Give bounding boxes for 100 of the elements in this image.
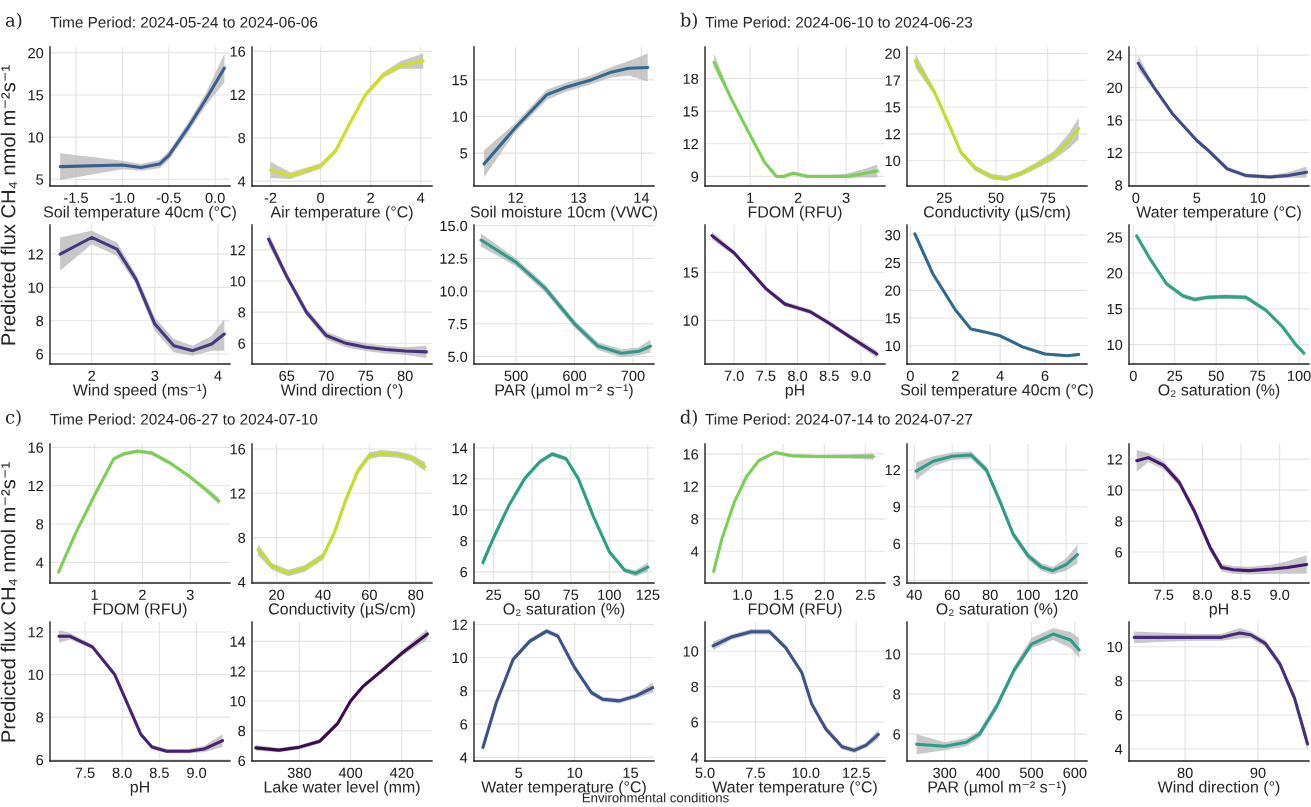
y-tick-label: 12 [28, 480, 44, 491]
y-tick-label: 10 [28, 132, 44, 143]
x-tick-label: 420 [389, 767, 414, 778]
x-tick-label: 80 [397, 370, 413, 381]
x-tick-label: 65 [279, 370, 295, 381]
y-tick-label: 6 [893, 538, 901, 550]
y-tick-label: 16 [683, 449, 699, 460]
y-tick-label: 10 [452, 652, 468, 664]
y-tick-label: 18 [683, 73, 699, 84]
x-tick-label: 2 [951, 370, 959, 381]
x-axis-title: FDOM (RFU) [748, 205, 842, 221]
y-tick-label: 14 [452, 443, 468, 454]
x-tick-label: 50 [1208, 370, 1224, 381]
x-tick-label: 8.0 [112, 767, 132, 778]
x-tick-label: 12.5 [843, 767, 870, 778]
x-tick-label: 12 [508, 192, 523, 203]
x-tick-label: 0 [906, 370, 914, 381]
x-tick-label: 8.5 [819, 370, 839, 381]
x-axis-title: pH [130, 781, 149, 796]
y-tick-label: 20 [885, 285, 901, 296]
x-tick-label: 1.0 [733, 589, 752, 600]
y-tick-label: 7.5 [448, 319, 468, 330]
y-tick-label: 6 [1115, 547, 1123, 558]
x-tick-label: 50 [524, 589, 540, 600]
y-tick-label: 8 [238, 725, 246, 737]
y-tick-label: 10 [230, 696, 246, 707]
y-tick-label: 10 [452, 504, 468, 516]
y-tick-label: 8 [36, 712, 44, 723]
x-tick-label: 5 [515, 767, 523, 778]
x-tick-label: 125 [636, 589, 660, 600]
y-tick-label: 12 [683, 138, 699, 150]
x-tick-label: 7.0 [724, 370, 744, 381]
x-axis-title: PAR (µmol m⁻² s⁻¹) [928, 780, 1066, 796]
x-tick-label: 400 [338, 767, 363, 778]
x-tick-label: 500 [1019, 767, 1044, 778]
y-tick-label: 10 [28, 669, 44, 681]
y-tick-label: 6 [1115, 710, 1123, 721]
y-tick-label: 24 [1107, 50, 1123, 61]
x-tick-label: 0 [317, 192, 325, 203]
x-tick-label: 9.0 [1270, 589, 1290, 600]
x-tick-label: 80 [982, 589, 998, 600]
x-tick-label: 700 [621, 370, 645, 381]
x-tick-label: 60 [944, 589, 960, 600]
x-tick-label: 2.0 [814, 589, 834, 600]
x-axis-title: Soil moisture 10cm (VWC) [470, 205, 658, 221]
y-tick-label: 4 [237, 577, 246, 588]
x-tick-label: 1.5 [774, 589, 793, 600]
text: b) [680, 12, 697, 30]
y-tick-label: 10.0 [440, 286, 468, 297]
y-tick-label: 6 [691, 717, 699, 728]
x-tick-label: 5 [1193, 192, 1201, 203]
text: a) [5, 12, 22, 30]
y-tick-label: 8 [238, 307, 246, 318]
x-tick-label: 25 [936, 192, 952, 203]
y-tick-label: 15 [452, 75, 468, 86]
y-tick-label: 12 [885, 464, 901, 476]
y-tick-label: 10 [1107, 485, 1123, 496]
y-tick-label: 12 [230, 488, 246, 499]
x-tick-label: -1.0 [110, 192, 135, 203]
y-tick-label: 12 [28, 249, 44, 260]
x-axis-title: Soil temperature 40cm (°C) [43, 205, 236, 221]
y-tick-label: 15.0 [440, 220, 468, 232]
chart-title: Time Period: 2024-06-10 to 2024-06-23 [705, 16, 973, 28]
y-tick-label: 6 [460, 719, 468, 730]
x-axis-title: Conductivity (µS/cm) [268, 602, 415, 618]
y-tick-label: 10 [1107, 339, 1123, 351]
text: d) [680, 409, 697, 427]
y-tick-label: 10 [683, 646, 699, 657]
y-tick-label: 5.0 [448, 351, 468, 362]
y-tick-label: 9 [893, 501, 901, 513]
x-tick-label: 7.5 [756, 370, 776, 381]
x-tick-label: -0.5 [156, 192, 181, 203]
y-tick-label: 10 [452, 111, 468, 122]
y-tick-label: 30 [885, 230, 901, 241]
y-tick-label: 8 [1115, 516, 1123, 527]
x-tick-label: 500 [504, 370, 528, 381]
y-tick-label: 12 [683, 481, 699, 492]
y-tick-label: 8 [1115, 180, 1123, 191]
x-tick-label: 60 [362, 589, 377, 600]
y-axis-title: Predicted flux CH₄ nmol m⁻²s⁻¹ [0, 462, 17, 742]
y-tick-label: 8 [36, 519, 44, 530]
y-tick-label: 20 [1107, 268, 1123, 279]
y-tick-label: 15 [1107, 304, 1123, 315]
x-tick-label: 14 [634, 192, 650, 203]
x-tick-label: 7.5 [1154, 589, 1174, 600]
y-tick-label: 12 [230, 666, 246, 677]
x-axis-title: pH [1209, 603, 1228, 618]
y-tick-label: 8 [36, 315, 44, 327]
y-tick-label: 3 [893, 575, 901, 586]
x-tick-label: 3 [151, 370, 159, 381]
x-tick-label: 50 [988, 192, 1004, 203]
x-tick-label: 600 [563, 370, 587, 381]
y-tick-label: 4 [690, 546, 699, 557]
y-tick-label: 12 [230, 89, 246, 100]
y-tick-label: 6 [36, 349, 44, 360]
x-tick-label: 80 [1177, 767, 1193, 778]
y-tick-label: 4 [690, 752, 699, 763]
x-tick-label: 9.0 [187, 767, 207, 778]
y-tick-label: 17 [885, 75, 901, 86]
y-tick-label: 10 [683, 315, 699, 326]
